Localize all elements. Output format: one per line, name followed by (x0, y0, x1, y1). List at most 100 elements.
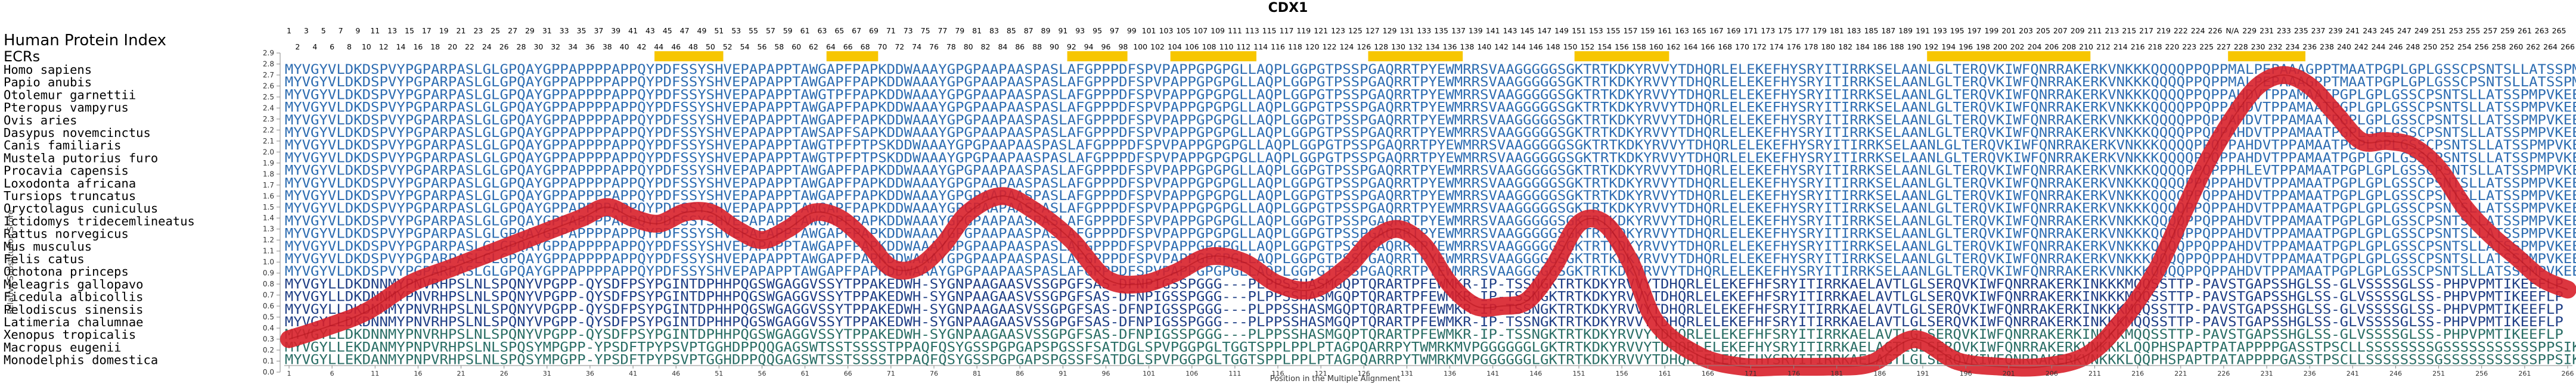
index-label: 43 (645, 26, 655, 35)
index-label: 97 (1110, 26, 1119, 35)
x-tick-label: 166 (1702, 370, 1714, 377)
x-tick-label: 26 (500, 370, 508, 377)
y-tick-label: 0.6 (263, 302, 274, 310)
index-label: 36 (585, 42, 595, 51)
index-label: 198 (1976, 42, 1990, 51)
index-label: 193 (1933, 26, 1947, 35)
x-tick-label: 6 (330, 370, 334, 377)
index-label: 22 (465, 42, 474, 51)
index-label: 1 (287, 26, 291, 35)
index-label: 199 (1984, 26, 1998, 35)
species-label: Monodelphis domestica (4, 353, 158, 367)
index-label: 166 (1700, 42, 1715, 51)
index-label: 71 (886, 26, 896, 35)
index-label: 229 (2242, 26, 2257, 35)
ecr-bar (1170, 51, 1256, 61)
index-label: 161 (1658, 26, 1672, 35)
index-label: 109 (1211, 26, 1225, 35)
index-label: 143 (1503, 26, 1517, 35)
ecr-bar (1574, 51, 1669, 61)
index-label: 184 (1855, 42, 1870, 51)
index-label: 94 (1084, 42, 1094, 51)
species-label: Papio anubis (4, 75, 92, 89)
index-label: 70 (877, 42, 887, 51)
sequence-row: MYVGYVLDKDSPVYPGPARPASLGLGPQAYGPPAPPPPAP… (285, 113, 2576, 128)
index-label: 67 (852, 26, 861, 35)
index-label: 217 (2139, 26, 2153, 35)
species-label: Mustela putorius furo (4, 151, 158, 165)
index-label: 196 (1959, 42, 1973, 51)
x-tick-label: 56 (758, 370, 766, 377)
species-label: Loxodonta africana (4, 176, 136, 191)
index-label: 159 (1640, 26, 1655, 35)
index-label: 6 (330, 42, 334, 51)
y-tick-label: 0.4 (263, 324, 274, 332)
index-label: 8 (347, 42, 352, 51)
index-label: 113 (1245, 26, 1259, 35)
index-label: 9 (355, 26, 360, 35)
index-label: 257 (2483, 26, 2497, 35)
index-label: 191 (1916, 26, 1930, 35)
index-label: 179 (1812, 26, 1827, 35)
x-tick-label: 96 (1102, 370, 1110, 377)
y-tick-label: 0.9 (263, 269, 274, 277)
index-label: 78 (946, 42, 956, 51)
index-label: 85 (1007, 26, 1016, 35)
index-label: 15 (405, 26, 414, 35)
index-label: 2 (295, 42, 300, 51)
index-label: 224 (2191, 26, 2205, 35)
ecr-bar (1927, 51, 2091, 61)
index-label: 177 (1795, 26, 1810, 35)
x-tick-label: 261 (2518, 370, 2531, 377)
x-tick-label: 131 (1401, 370, 1413, 377)
index-label: 12 (379, 42, 389, 51)
sequence-row: MYVGYLLDKDNNMYPNVRHPSLNLSPQNYVPGPP-QYSDF… (285, 327, 2563, 342)
index-label: 256 (2475, 42, 2489, 51)
index-label: 142 (1494, 42, 1509, 51)
index-label: 84 (998, 42, 1007, 51)
index-label: 211 (2088, 26, 2102, 35)
index-label: 120 (1305, 42, 1320, 51)
index-label: 65 (834, 26, 844, 35)
index-label: 37 (594, 26, 603, 35)
index-label: 265 (2552, 26, 2566, 35)
index-label: 30 (533, 42, 543, 51)
index-label: 149 (1554, 26, 1569, 35)
index-label: 61 (800, 26, 810, 35)
y-tick-label: 0.2 (263, 346, 274, 354)
x-tick-label: 141 (1486, 370, 1499, 377)
x-axis: 1 6 11 16 21 26 31 36 41 46 51 56 61 66 71 76 81 86 91 96 10… (284, 365, 2574, 377)
x-tick-label: 221 (2174, 370, 2187, 377)
index-label: 52 (723, 42, 733, 51)
index-label: 181 (1830, 26, 1844, 35)
index-label: 119 (1296, 26, 1311, 35)
index-label: 223 (2182, 42, 2196, 51)
index-label: 123 (1331, 26, 1345, 35)
x-tick-label: 211 (2088, 370, 2101, 377)
index-label: 243 (2363, 26, 2377, 35)
species-label: Pelodiscus sinensis (4, 302, 144, 317)
index-label: 34 (568, 42, 578, 51)
index-label: 47 (680, 26, 690, 35)
species-label: Procavia capensis (4, 164, 129, 178)
human-protein-index-label: Human Protein Index (4, 32, 166, 49)
index-label: 182 (1838, 42, 1852, 51)
y-tick-label: 1.8 (263, 170, 274, 178)
x-tick-label: 266 (2562, 370, 2574, 377)
index-label: 139 (1469, 26, 1483, 35)
index-label: 264 (2543, 42, 2558, 51)
index-label: 215 (2122, 26, 2136, 35)
index-label: 234 (2285, 42, 2299, 51)
species-label: Latimeria chalumnae (4, 315, 144, 329)
ecr-bar (1368, 51, 1463, 61)
x-tick-label: 191 (1917, 370, 1929, 377)
x-tick-label: 61 (801, 370, 809, 377)
index-label: 158 (1632, 42, 1646, 51)
index-label: 171 (1744, 26, 1758, 35)
index-label: 41 (628, 26, 638, 35)
x-tick-label: 246 (2389, 370, 2402, 377)
index-label: 79 (955, 26, 964, 35)
index-label: 188 (1890, 42, 1904, 51)
index-label: 207 (2053, 26, 2068, 35)
index-label: 195 (1950, 26, 1964, 35)
